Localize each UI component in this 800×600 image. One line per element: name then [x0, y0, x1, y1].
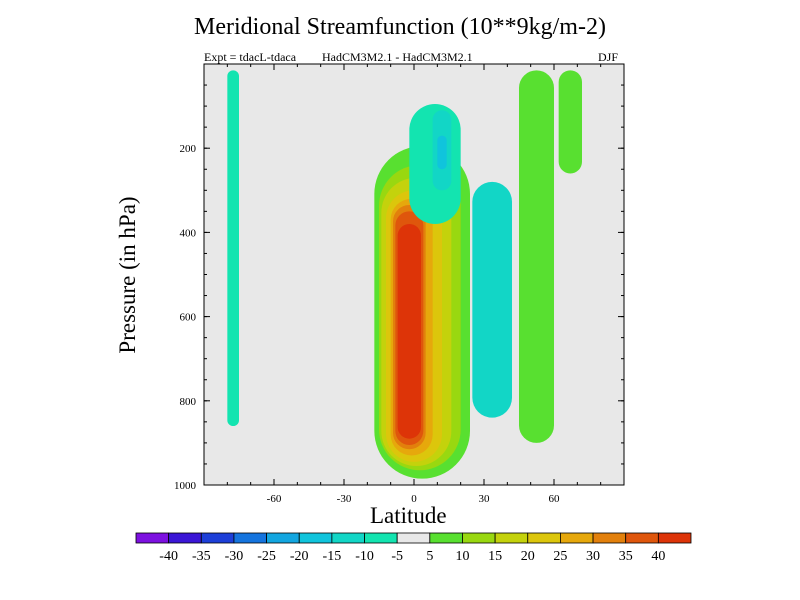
colorbar-swatch — [331, 532, 365, 544]
colorbar-level-label: -40 — [159, 549, 178, 564]
colorbar-level-label: 25 — [553, 549, 567, 564]
y-tick-label: 400 — [180, 227, 197, 239]
contour-region-main-cell-40 — [397, 223, 421, 439]
colorbar-swatch — [168, 532, 202, 544]
y-tick-label: 600 — [180, 312, 197, 324]
colorbar-swatch — [494, 532, 529, 544]
colorbar-level-label: 30 — [586, 549, 600, 564]
colorbar-level-label: -30 — [225, 549, 244, 564]
contour-region-westerly-band — [227, 70, 239, 427]
colorbar-level-label: -20 — [290, 549, 309, 564]
season-label: DJF — [598, 50, 619, 64]
colorbar-swatch — [135, 532, 170, 544]
contour-region-negative-upper-15 — [437, 135, 447, 170]
colorbar-swatch — [200, 532, 235, 544]
contour-region-positive-bands-70N — [558, 70, 582, 174]
colorbar-level-label: -10 — [355, 549, 374, 564]
contour-region-negative-lower-40N — [472, 181, 512, 418]
x-axis-label: Latitude — [370, 503, 447, 528]
x-tick-label: 0 — [411, 493, 417, 505]
colorbar: -40 -35 -30 -25 -20 -15 -10 -5 5 10 15 20 25 30 35 40 — [135, 532, 692, 564]
x-tick-label: 60 — [549, 493, 561, 505]
x-tick-label: -30 — [337, 493, 352, 505]
colorbar-swatch — [592, 532, 627, 544]
colorbar-level-label: 5 — [426, 549, 433, 564]
colorbar-swatch — [657, 532, 692, 544]
y-tick-label: 800 — [180, 396, 197, 408]
colorbar-level-label: -25 — [257, 549, 276, 564]
colorbar-swatch — [298, 532, 333, 544]
colorbar-swatch — [625, 532, 659, 544]
colorbar-level-label: -35 — [192, 549, 211, 564]
contour-regions — [227, 70, 582, 479]
experiment-label: Expt = tdacL-tdaca — [204, 50, 297, 64]
x-tick-label: -60 — [267, 493, 282, 505]
colorbar-swatch — [396, 532, 431, 544]
x-tick-label: 30 — [479, 493, 491, 505]
colorbar-level-label: -15 — [323, 549, 342, 564]
colorbar-level-label: 10 — [455, 549, 469, 564]
colorbar-level-label: -5 — [391, 549, 403, 564]
colorbar-level-label: 40 — [651, 549, 665, 564]
y-tick-label: 1000 — [174, 480, 197, 492]
colorbar-swatch — [266, 532, 300, 544]
colorbar-swatch — [364, 532, 398, 544]
y-tick-label: 200 — [180, 143, 197, 155]
model-comparison-label: HadCM3M2.1 - HadCM3M2.1 — [322, 50, 473, 64]
colorbar-level-label: 20 — [521, 549, 535, 564]
colorbar-swatch — [560, 532, 594, 544]
colorbar-swatch — [233, 532, 267, 544]
contour-region-positive-bands-50N — [519, 70, 554, 443]
colorbar-level-label: 15 — [488, 549, 502, 564]
chart-title: Meridional Streamfunction (10**9kg/m-2) — [194, 14, 606, 40]
colorbar-swatch — [462, 532, 496, 544]
colorbar-swatch — [429, 532, 463, 544]
axis-ticks: -60 -30 0 30 60 200 400 600 800 1000 — [174, 64, 625, 505]
colorbar-swatch — [527, 532, 561, 544]
colorbar-level-label: 35 — [619, 549, 633, 564]
